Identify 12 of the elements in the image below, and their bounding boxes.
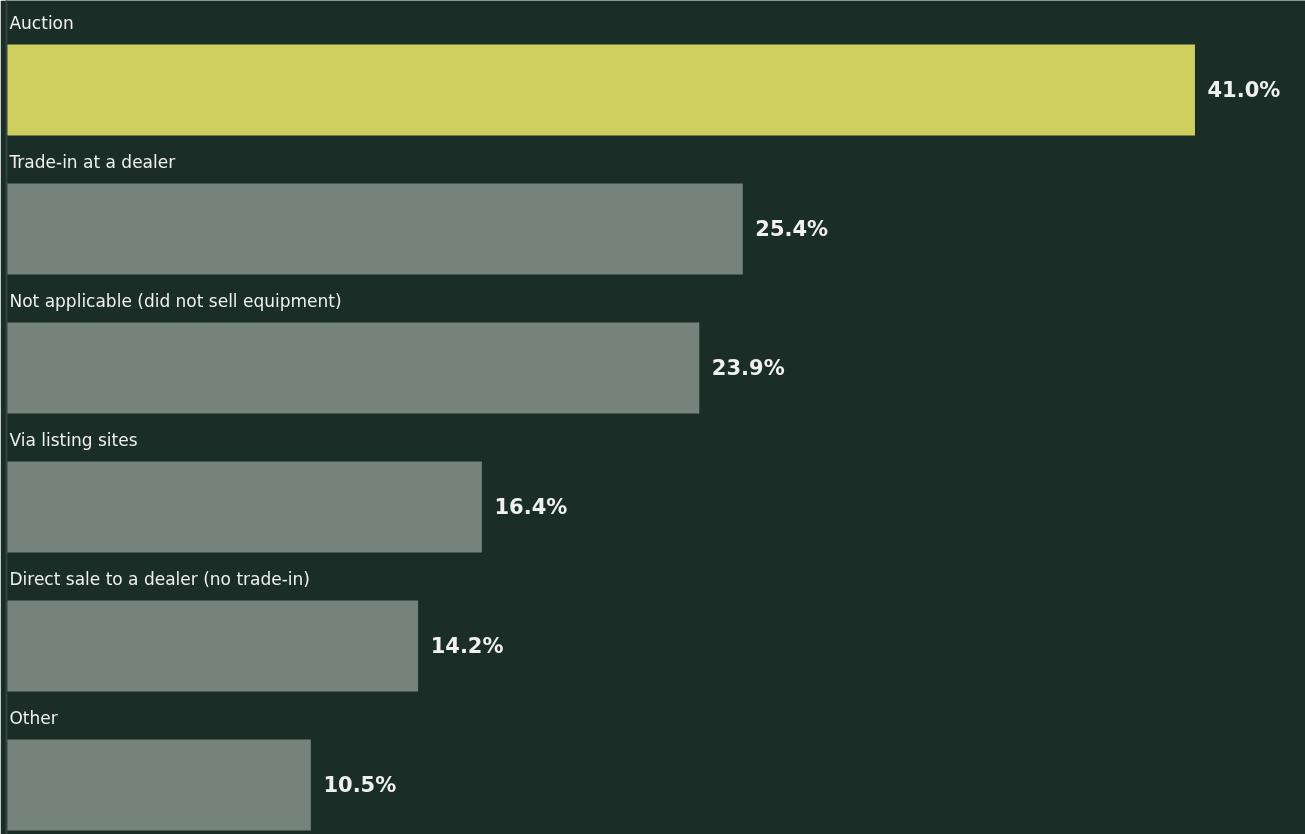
y-tick-label: Auction — [9, 12, 74, 33]
data-label: 10.5% — [323, 773, 397, 797]
data-label: 23.9% — [711, 356, 785, 380]
data-label: 25.4% — [755, 217, 829, 241]
data-label: 14.2% — [430, 634, 504, 658]
y-tick-label: Other — [9, 707, 58, 728]
data-label: 41.0% — [1207, 78, 1281, 102]
y-tick-label: Trade-in at a dealer — [8, 151, 176, 172]
data-label: 16.4% — [494, 495, 568, 519]
y-tick-label: Direct sale to a dealer (no trade-in) — [9, 568, 310, 589]
y-tick-label: Not applicable (did not sell equipment) — [9, 290, 342, 311]
y-tick-label: Via listing sites — [9, 429, 138, 450]
